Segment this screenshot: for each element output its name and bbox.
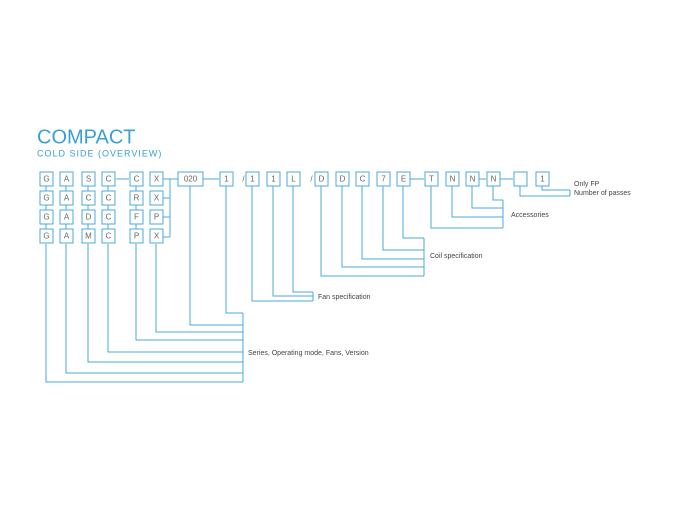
code-text: C (106, 232, 112, 241)
label: Only FP (574, 181, 600, 188)
separator: / (310, 175, 313, 184)
label: Number of passes (574, 190, 631, 197)
code-box (445, 171, 460, 187)
code-text: A (64, 213, 70, 222)
code-text: X (154, 175, 160, 184)
code-text: D (86, 213, 92, 222)
label: Fan specification (318, 294, 371, 301)
label: Accessories (511, 212, 549, 219)
code-text: 1 (250, 175, 255, 184)
code-box (376, 171, 391, 187)
code-text: D (319, 175, 325, 184)
code-box (396, 171, 411, 187)
code-box (59, 190, 74, 206)
code-text: N (491, 175, 497, 184)
code-text: 1 (224, 175, 229, 184)
code-text: E (401, 175, 406, 184)
label: Coil specification (430, 253, 483, 260)
code-box (314, 171, 329, 187)
code-box (101, 190, 116, 206)
code-text: 7 (381, 175, 386, 184)
code-box (486, 171, 501, 187)
code-box (355, 171, 370, 187)
code-box (101, 228, 116, 244)
code-text: A (64, 175, 70, 184)
code-text: G (43, 232, 49, 241)
code-box (81, 171, 96, 187)
code-box (59, 228, 74, 244)
code-box (149, 209, 164, 225)
code-box (465, 171, 480, 187)
code-text: 1 (271, 175, 276, 184)
code-box (535, 171, 550, 187)
code-text: P (154, 213, 159, 222)
code-box (149, 171, 164, 187)
code-text: D (340, 175, 346, 184)
code-text: C (134, 175, 140, 184)
code-text: 020 (184, 175, 198, 184)
title: COMPACT (37, 126, 136, 148)
code-box (266, 171, 281, 187)
code-box (286, 171, 301, 187)
code-box (39, 190, 54, 206)
code-text: C (106, 194, 112, 203)
code-text: M (85, 232, 92, 241)
code-text: 1 (540, 175, 545, 184)
code-text: A (64, 194, 70, 203)
code-text: A (64, 232, 70, 241)
code-box (59, 209, 74, 225)
code-box (149, 190, 164, 206)
code-box (59, 171, 74, 187)
code-box (39, 228, 54, 244)
subtitle: COLD SIDE (OVERVIEW) (37, 148, 162, 158)
code-box (149, 228, 164, 244)
code-text: G (43, 194, 49, 203)
code-box (81, 209, 96, 225)
code-box (129, 228, 144, 244)
code-box (219, 171, 234, 187)
code-text: F (134, 213, 139, 222)
code-text: R (134, 194, 140, 203)
code-text: P (134, 232, 139, 241)
code-box (81, 228, 96, 244)
code-text: G (43, 175, 49, 184)
empty-box (513, 171, 528, 187)
code-text: G (43, 213, 49, 222)
code-text: T (429, 175, 434, 184)
code-box (129, 209, 144, 225)
code-text: C (106, 175, 112, 184)
code-text: X (154, 232, 160, 241)
code-text: N (450, 175, 456, 184)
code-box (39, 171, 54, 187)
code-text: X (154, 194, 160, 203)
code-box (129, 190, 144, 206)
code-text: C (360, 175, 366, 184)
code-text: C (106, 213, 112, 222)
code-box (101, 171, 116, 187)
code-box (177, 171, 204, 187)
code-text: L (291, 175, 296, 184)
code-box (335, 171, 350, 187)
separator: / (242, 175, 245, 184)
label: Series, Operating mode, Fans, Version (248, 350, 369, 357)
code-box (81, 190, 96, 206)
code-box (101, 209, 116, 225)
code-text: N (470, 175, 476, 184)
code-box (129, 171, 144, 187)
code-box (39, 209, 54, 225)
code-box (424, 171, 439, 187)
code-text: C (86, 194, 92, 203)
code-box (245, 171, 260, 187)
code-text: S (86, 175, 91, 184)
connectors (45, 178, 571, 383)
